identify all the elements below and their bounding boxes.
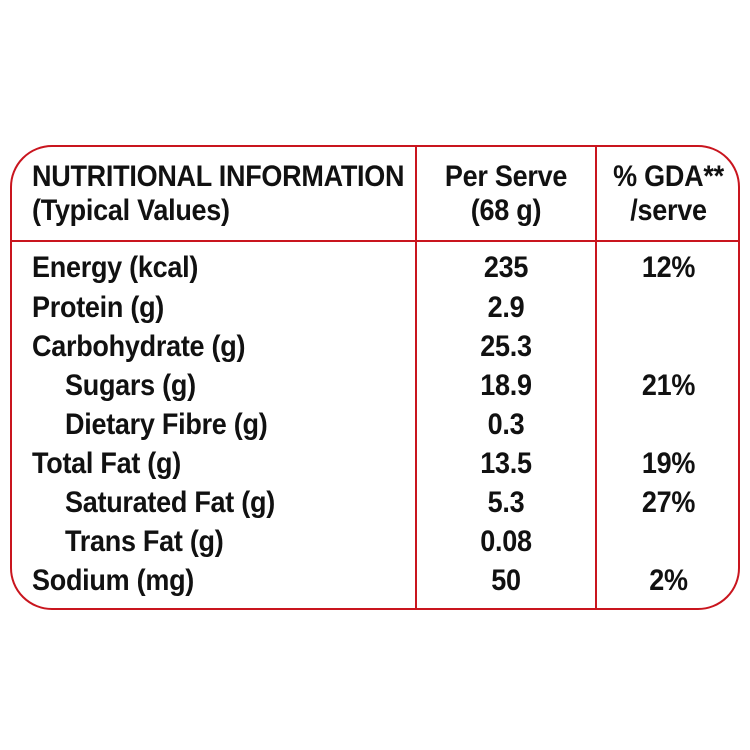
- row-value-total-fat: 13.5: [480, 447, 532, 480]
- header-gda-per-serve: /serve: [630, 194, 707, 227]
- header-title: NUTRITIONAL INFORMATION: [32, 160, 405, 193]
- row-label-trans-fat: Trans Fat (g): [65, 525, 224, 558]
- row-label-protein: Protein (g): [32, 291, 165, 324]
- row-value-trans-fat: 0.08: [480, 525, 532, 558]
- header-per-serve: Per Serve: [444, 160, 568, 193]
- nutrition-label-frame: [10, 145, 740, 610]
- header-subtitle: (Typical Values): [32, 194, 230, 227]
- row-value-energy: 235: [483, 251, 529, 284]
- row-gda-saturated-fat: 27%: [641, 486, 696, 519]
- row-gda-sodium: 2%: [649, 564, 688, 597]
- row-gda-total-fat: 19%: [641, 447, 696, 480]
- row-label-carbohydrate: Carbohydrate (g): [32, 330, 246, 363]
- row-label-energy: Energy (kcal): [32, 251, 199, 284]
- row-label-total-fat: Total Fat (g): [32, 447, 181, 480]
- header-gda: % GDA**: [613, 160, 724, 193]
- row-value-sugars: 18.9: [480, 369, 532, 402]
- row-value-carbohydrate: 25.3: [480, 330, 532, 363]
- row-value-saturated-fat: 5.3: [487, 486, 525, 519]
- row-value-protein: 2.9: [487, 291, 525, 324]
- row-value-dietary-fibre: 0.3: [487, 408, 525, 441]
- row-label-dietary-fibre: Dietary Fibre (g): [65, 408, 268, 441]
- row-label-saturated-fat: Saturated Fat (g): [65, 486, 275, 519]
- row-gda-sugars: 21%: [641, 369, 696, 402]
- row-label-sugars: Sugars (g): [65, 369, 196, 402]
- header-divider: [10, 240, 740, 242]
- column-divider-1: [415, 145, 417, 610]
- column-divider-2: [595, 145, 597, 610]
- header-serve-size: (68 g): [470, 194, 542, 227]
- row-label-sodium: Sodium (mg): [32, 564, 195, 597]
- row-value-sodium: 50: [491, 564, 521, 597]
- row-gda-energy: 12%: [641, 251, 696, 284]
